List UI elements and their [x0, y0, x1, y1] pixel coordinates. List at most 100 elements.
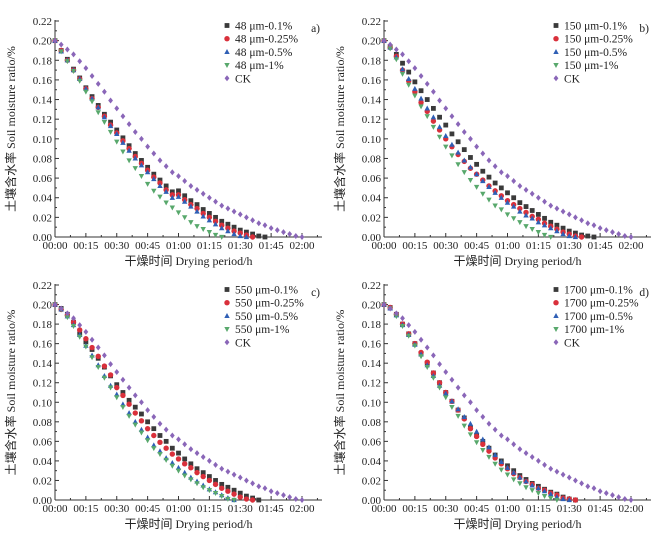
legend-label: 48 μm-0.1% — [235, 21, 293, 33]
x-tick-label: 00:45 — [135, 240, 161, 252]
data-point — [126, 121, 132, 128]
data-point — [126, 384, 132, 391]
y-tick-label: 0.06 — [362, 436, 382, 448]
data-point — [498, 207, 505, 213]
data-point — [449, 131, 455, 137]
data-point — [517, 182, 523, 189]
data-point — [449, 405, 455, 411]
data-point — [486, 174, 492, 180]
data-point — [139, 158, 144, 163]
data-point — [213, 478, 218, 483]
data-point — [449, 141, 455, 147]
data-point — [77, 334, 83, 340]
data-point — [480, 413, 486, 420]
data-point — [523, 204, 529, 209]
data-point — [176, 436, 181, 443]
data-point — [138, 430, 145, 436]
data-point — [467, 420, 474, 426]
data-point — [107, 129, 114, 135]
data-point — [443, 122, 449, 128]
data-point — [237, 490, 243, 496]
data-point — [492, 180, 498, 186]
data-point — [585, 483, 591, 490]
data-point — [151, 432, 157, 439]
legend-marker — [553, 327, 559, 332]
x-axis-title: 干燥时间 Drying period/h — [454, 254, 582, 268]
data-point — [225, 228, 231, 234]
data-point — [400, 51, 405, 58]
data-point — [225, 484, 231, 490]
data-point — [157, 183, 163, 189]
data-point — [268, 488, 274, 495]
data-point — [443, 368, 449, 375]
data-point — [175, 456, 182, 462]
data-point — [219, 493, 225, 499]
data-point — [200, 454, 206, 460]
legend-label: 550 μm-1% — [235, 324, 290, 336]
legend-marker — [224, 327, 230, 332]
data-point — [510, 477, 517, 483]
y-tick-label: 0.04 — [33, 193, 53, 205]
data-point — [219, 225, 225, 231]
data-point — [436, 124, 443, 130]
data-point — [114, 139, 120, 145]
data-point — [597, 488, 603, 495]
data-point — [64, 315, 71, 321]
data-point — [510, 203, 517, 209]
data-point — [510, 216, 517, 222]
data-point — [163, 445, 169, 451]
data-point — [126, 401, 132, 407]
data-point — [585, 220, 591, 227]
data-point — [535, 491, 542, 497]
data-point — [225, 221, 231, 227]
data-point — [262, 485, 268, 492]
data-point — [219, 222, 225, 228]
data-point — [628, 497, 634, 503]
data-point — [181, 473, 188, 479]
panel-b: 0.00 0.02 0.04 0.06 0.08 0.10 0.12 0.14 0.16 0.18… — [332, 16, 651, 268]
legend-marker — [553, 287, 559, 292]
data-point — [498, 458, 505, 464]
data-point — [281, 492, 286, 499]
data-point — [486, 454, 492, 460]
data-point — [449, 398, 455, 404]
data-point — [58, 305, 64, 312]
data-point — [474, 143, 480, 150]
data-point — [461, 128, 467, 135]
legend-marker — [224, 49, 230, 54]
data-point — [157, 157, 163, 164]
data-point — [70, 68, 77, 74]
data-point — [436, 134, 443, 140]
data-point — [480, 150, 486, 157]
data-point — [144, 169, 151, 175]
legend-label: 150 μm-0.1% — [564, 21, 627, 33]
data-point — [468, 155, 473, 160]
data-point — [541, 222, 548, 228]
data-point — [597, 225, 603, 232]
data-point — [64, 46, 70, 53]
data-point — [188, 182, 194, 189]
data-point — [535, 216, 542, 223]
data-point — [498, 185, 504, 191]
data-point — [163, 438, 169, 444]
data-point — [406, 82, 412, 88]
y-tick-label: 0.06 — [33, 436, 53, 448]
data-point — [175, 468, 182, 474]
data-point — [219, 481, 225, 487]
y-tick-label: 0.10 — [33, 134, 53, 146]
legend-marker — [224, 339, 230, 346]
data-point — [176, 188, 181, 194]
data-point — [107, 372, 114, 378]
data-point — [572, 234, 579, 240]
data-point — [529, 215, 535, 221]
data-point — [188, 477, 194, 483]
series-square — [381, 302, 578, 503]
data-point — [114, 395, 120, 401]
panel-label: d) — [639, 287, 649, 299]
legend-label: 550 μm-0.5% — [235, 311, 298, 323]
data-point — [219, 234, 225, 240]
data-point — [424, 114, 430, 120]
data-point — [83, 339, 89, 345]
data-point — [139, 399, 144, 406]
data-point — [554, 497, 560, 503]
